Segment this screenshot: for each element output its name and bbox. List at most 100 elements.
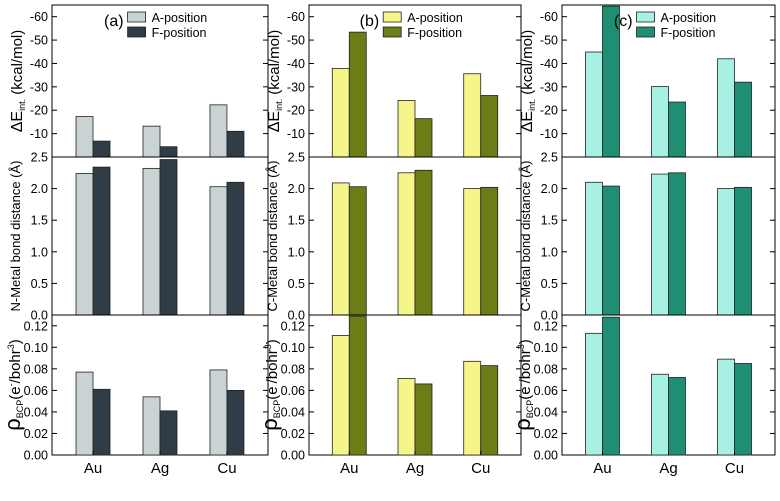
bar-f-position-ag: [414, 169, 433, 316]
y-axis-label-rest: (e: [517, 386, 534, 399]
y-axis-label-rest: (e: [264, 386, 281, 399]
y-tick-label: -30: [30, 80, 48, 94]
chart-0-1: 0.0 0.5 1.0 1.5 2.0 2.5 N-Metal bond distance …: [8, 151, 269, 323]
bar-f-position-ag: [668, 101, 686, 158]
y-axis-label-0-1: N-Metal bond distance (Å): [8, 160, 23, 311]
y-tick-label: -50: [540, 34, 558, 48]
y-tick-label: -20: [287, 104, 305, 118]
y-tick-label: -40: [30, 57, 48, 71]
x-category-label-au: Au: [84, 460, 102, 477]
bar-a-position-cu: [209, 104, 228, 158]
legend-swatch-1: [636, 26, 655, 38]
legend-swatch-1: [382, 26, 402, 38]
bar-f-position-au: [92, 140, 111, 158]
bar-a-position-ag: [651, 173, 669, 316]
y-tick-label: 0.10: [281, 341, 305, 355]
bar-f-position-au: [602, 316, 620, 456]
bar-a-position-cu: [717, 58, 735, 158]
panel-label-1: (b): [360, 13, 380, 30]
bar-f-position-cu: [480, 186, 499, 316]
y-tick-label: 0.04: [534, 405, 558, 419]
bar-a-position-ag: [142, 396, 161, 456]
y-tick-label: 0.04: [281, 405, 305, 419]
y-tick-label: 0.0: [288, 309, 305, 323]
legend-label-0: A-position: [152, 11, 208, 25]
bar-f-position-cu: [480, 365, 499, 456]
y-tick-label: 2.0: [288, 182, 305, 196]
y-axis-label-sup: -: [516, 383, 526, 386]
y-tick-label: 0.0: [31, 309, 48, 323]
y-tick-label: 0.00: [281, 449, 305, 463]
y-tick-label: -60: [30, 10, 48, 24]
y-tick-label: 0.08: [534, 362, 558, 376]
legend-swatch-0: [127, 11, 146, 23]
x-category-label-cu: Cu: [217, 460, 236, 477]
y-axis-label-1-1: C-Metal bond distance (Å): [265, 160, 280, 311]
y-tick-label: 2.5: [541, 151, 558, 165]
bar-a-position-ag: [142, 125, 161, 158]
legend-swatch-1: [127, 26, 146, 38]
bar-f-position-cu: [734, 81, 752, 158]
legend-label-1: F-position: [407, 26, 462, 40]
y-tick-label: 0.06: [281, 384, 305, 398]
chart-0-2: 0.00 0.02 0.04 0.06 0.08 0.10 0.12 Au Ag Cu ρBCP(e…: [0, 314, 269, 477]
y-axis-label-main: ρ: [0, 418, 25, 431]
y-tick-label: -30: [540, 80, 558, 94]
legend-label-1: F-position: [152, 26, 207, 40]
y-tick-label: -10: [540, 127, 558, 141]
y-tick-label: 2.5: [288, 151, 305, 165]
y-axis-label-sup: -: [6, 383, 16, 386]
panel-label-2: (c): [614, 13, 633, 30]
y-tick-label: -20: [540, 104, 558, 118]
y-tick-label: 0.04: [24, 405, 48, 419]
bar-f-position-ag: [414, 118, 433, 158]
bar-a-position-au: [331, 182, 350, 316]
y-axis-label-main: ρ: [510, 418, 535, 431]
y-axis-label-1-0: ΔEint. (kcal/mol): [266, 30, 284, 133]
bar-f-position-ag: [159, 159, 178, 316]
bar-a-position-au: [75, 173, 94, 316]
legend-label-1: F-position: [661, 26, 716, 40]
y-axis-label-main: ΔE: [266, 111, 283, 132]
bar-f-position-au: [348, 31, 367, 158]
bar-f-position-ag: [668, 172, 686, 316]
y-axis-label-rest: (kcal/mol): [266, 30, 283, 99]
y-tick-label: 2.0: [541, 182, 558, 196]
y-tick-label: 2.5: [31, 151, 48, 165]
y-axis-label-rest3: ): [517, 339, 534, 344]
bar-f-position-au: [92, 388, 111, 456]
y-tick-label: -50: [287, 34, 305, 48]
x-category-label-au: Au: [593, 460, 611, 477]
x-category-label-ag: Ag: [659, 460, 677, 477]
y-axis-label-rest3: ): [264, 339, 281, 344]
y-axis-label-text: C-Metal bond distance (Å): [265, 160, 280, 311]
y-axis-label-sub: BCP: [525, 400, 535, 419]
bar-a-position-ag: [397, 172, 416, 316]
bar-a-position-au: [75, 371, 94, 456]
y-axis-label-sub: BCP: [15, 400, 25, 419]
chart-2-2: 0.00 0.02 0.04 0.06 0.08 0.10 0.12 Au Ag Cu ρBCP(e…: [510, 314, 776, 477]
y-axis-label-0-2: ρBCP(e-/bohr3): [0, 339, 25, 431]
y-axis-label-sub: int.: [274, 99, 284, 111]
y-tick-label: -50: [30, 34, 48, 48]
y-tick-label: -30: [287, 80, 305, 94]
bar-f-position-ag: [159, 410, 178, 456]
y-axis-label-1-2: ρBCP(e-/bohr3): [257, 339, 282, 431]
y-tick-label: 1.5: [541, 214, 558, 228]
y-axis-label-main: ΔE: [519, 111, 536, 132]
y-axis-label-text: N-Metal bond distance (Å): [8, 160, 23, 311]
y-axis-label-rest: (kcal/mol): [519, 30, 536, 99]
bar-f-position-cu: [734, 363, 752, 456]
y-axis-label-sub: int.: [527, 99, 537, 111]
y-tick-label: 0.02: [534, 427, 558, 441]
y-tick-label: 2.0: [31, 182, 48, 196]
y-tick-label: 0.00: [534, 449, 558, 463]
bar-a-position-au: [331, 335, 350, 456]
y-tick-label: 0.08: [281, 362, 305, 376]
y-tick-label: -40: [287, 57, 305, 71]
